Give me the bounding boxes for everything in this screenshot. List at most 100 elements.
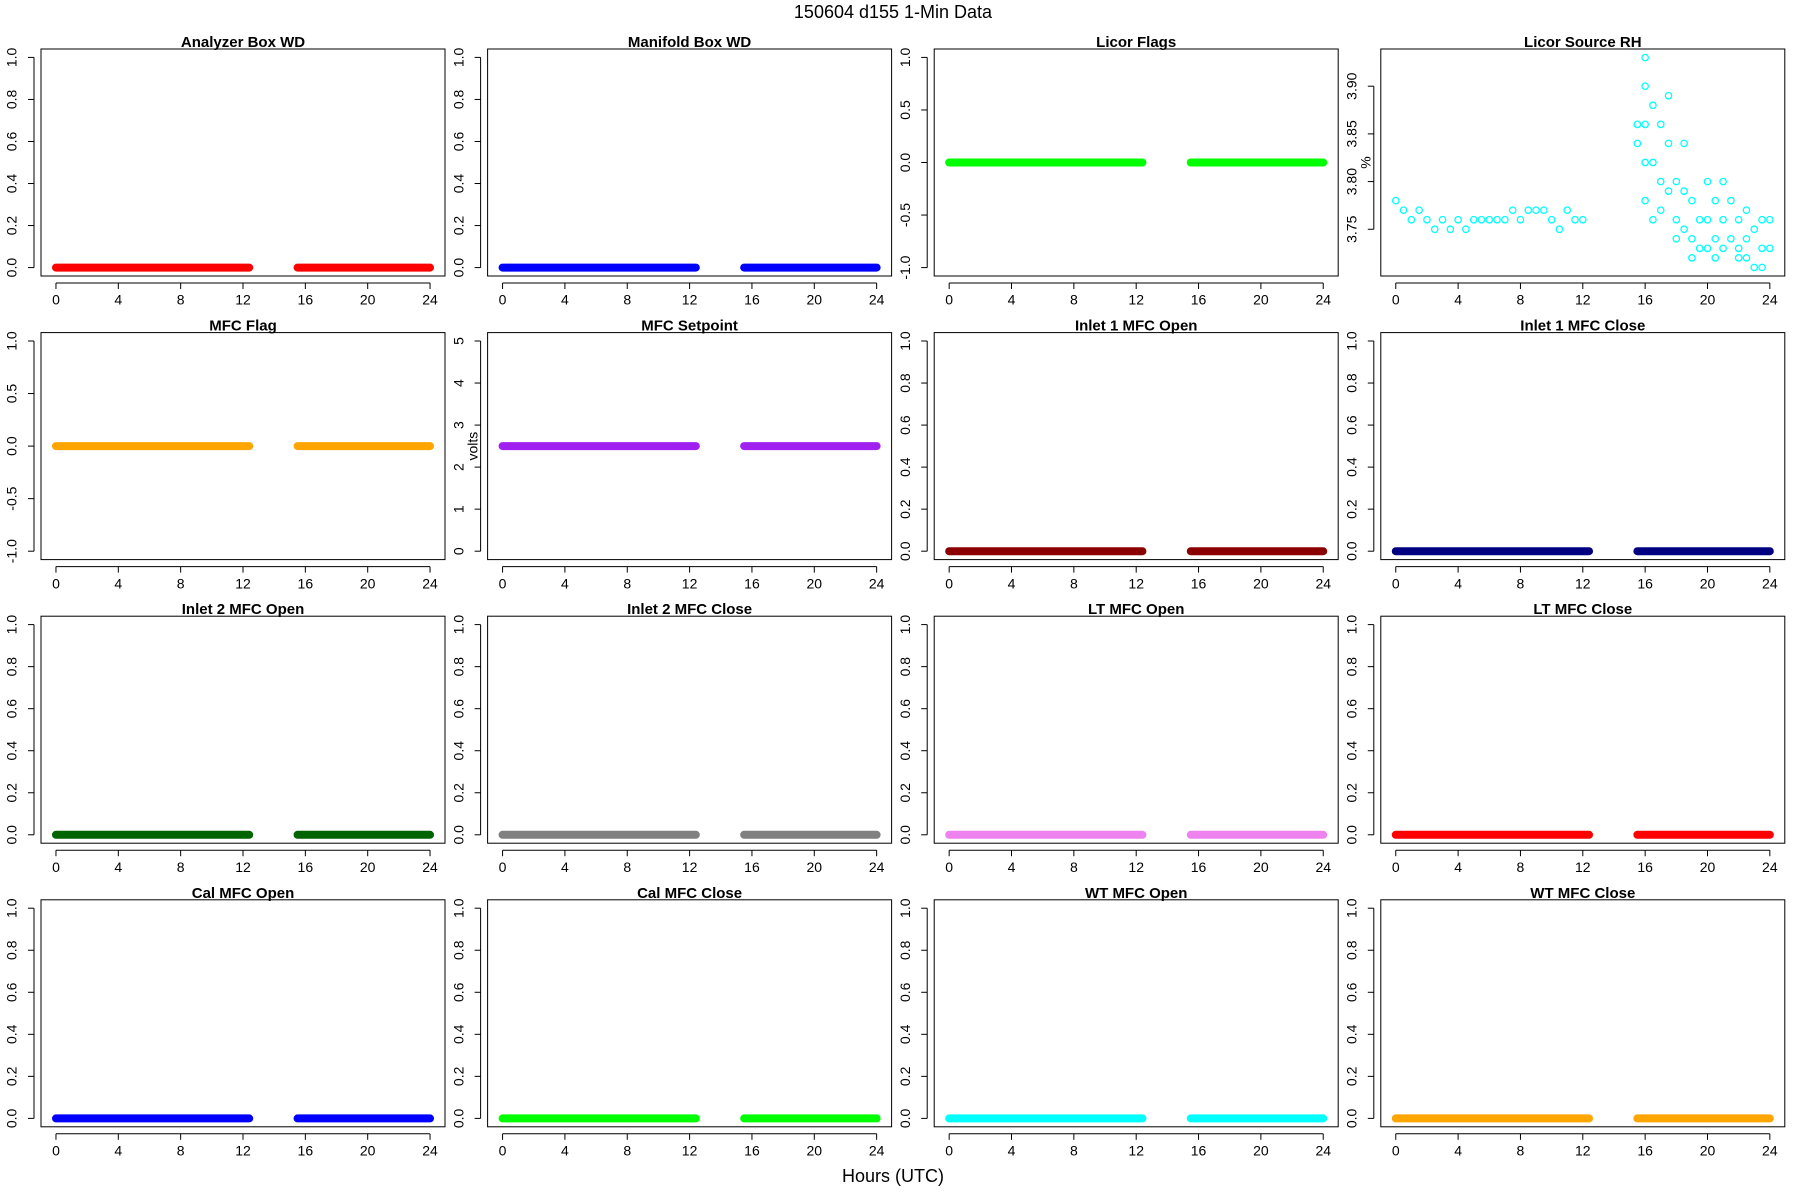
x-tick-label: 8: [1517, 1143, 1525, 1159]
x-tick-label: 8: [1070, 575, 1078, 591]
y-tick-label: 1.0: [897, 331, 913, 351]
x-tick-label: 12: [1128, 575, 1144, 591]
y-tick-label: 1.0: [1344, 615, 1360, 635]
x-tick-label: 24: [1762, 859, 1778, 875]
data-point: [1664, 187, 1673, 195]
x-tick-label: 16: [298, 1143, 314, 1159]
data-point: [1664, 91, 1673, 100]
data-point: [1719, 244, 1727, 253]
x-tick-label: 24: [422, 859, 438, 875]
plot-frame: [933, 48, 1339, 277]
x-tick-label: 12: [682, 859, 698, 875]
y-tick-label: 0.6: [4, 982, 20, 1002]
panel-title: Analyzer Box WD: [181, 34, 305, 51]
panel-title: LT MFC Close: [1533, 601, 1632, 618]
data-point: [1734, 215, 1743, 224]
y-tick-label: 0.4: [897, 1024, 913, 1044]
plot-frame: [487, 48, 893, 277]
data-point: [1649, 215, 1657, 224]
x-tick-label: 16: [298, 859, 314, 875]
y-tick-label: 0.2: [450, 783, 466, 803]
y-tick-label: -1.0: [4, 539, 20, 563]
data-point: [1391, 196, 1400, 205]
plot-frame: [933, 615, 1339, 844]
x-tick-label: 12: [1575, 1143, 1591, 1159]
x-tick-label: 16: [744, 292, 760, 308]
data-point: [1742, 254, 1751, 262]
y-tick-label: 3.85: [1344, 120, 1360, 147]
x-tick-label: 0: [52, 575, 60, 591]
data-point: [1680, 225, 1688, 234]
x-tick-label: 4: [561, 575, 569, 591]
x-tick-label: 16: [744, 575, 760, 591]
x-tick-label: 16: [744, 1143, 760, 1159]
data-point: [1727, 196, 1735, 205]
y-tick-label: 0.4: [1344, 741, 1360, 761]
x-tick-label: 0: [1392, 292, 1400, 308]
panel-title: Inlet 1 MFC Close: [1520, 318, 1645, 335]
x-tick-label: 4: [114, 859, 122, 875]
x-tick-label: 20: [360, 575, 376, 591]
data-point: [1563, 206, 1572, 215]
data-point: [1571, 215, 1579, 224]
x-tick-label: 0: [499, 1143, 507, 1159]
data-point: [1555, 225, 1564, 234]
panel: Cal MFC Close 0 4 8 12 16 20 24 0.0 0.2 0.4 0.6 0.8 1…: [450, 885, 893, 1159]
y-tick-label: 0.8: [4, 90, 20, 110]
x-tick-label: 16: [1191, 292, 1207, 308]
plot-frame: [1380, 332, 1786, 561]
x-tick-label: 4: [114, 292, 122, 308]
x-tick-label: 16: [298, 575, 314, 591]
x-tick-label: 12: [1128, 1143, 1144, 1159]
data-point: [1469, 215, 1478, 224]
data-point: [1501, 215, 1509, 224]
data-point: [1633, 139, 1642, 148]
y-tick-label: 0.2: [450, 216, 466, 236]
x-tick-label: 12: [1575, 575, 1591, 591]
x-tick-label: 24: [1315, 859, 1331, 875]
x-tick-label: 8: [177, 1143, 185, 1159]
y-tick-label: 0.8: [450, 657, 466, 677]
panel: Cal MFC Open 0 4 8 12 16 20 24 0.0 0.2 0.4 0.6 0.8 1.…: [4, 885, 446, 1159]
y-tick-label: 0.2: [1344, 783, 1360, 803]
data-point: [1656, 206, 1665, 215]
data-point: [1641, 53, 1649, 62]
data-point: [1688, 254, 1696, 262]
data-point: [1485, 215, 1494, 224]
y-tick-label: 0.0: [450, 1108, 466, 1128]
panel-title: WT MFC Close: [1530, 885, 1635, 902]
data-point: [1641, 120, 1649, 129]
y-tick-label: 1.0: [1344, 331, 1360, 351]
y-tick-label: 0: [450, 547, 466, 555]
x-tick-label: 8: [177, 575, 185, 591]
data-point: [1578, 215, 1587, 224]
y-tick-label: 0.8: [4, 657, 20, 677]
data-point: [1765, 215, 1774, 224]
data-point: [1758, 244, 1766, 253]
y-tick-label: 1.0: [897, 615, 913, 635]
x-tick-label: 0: [1392, 859, 1400, 875]
panel: Inlet 2 MFC Close 0 4 8 12 16 20 24 0.0 0.2 0.4 0.6…: [450, 601, 893, 875]
y-tick-label: 0.0: [4, 825, 20, 845]
page-title: 150604 d155 1-Min Data: [794, 2, 993, 22]
x-tick-label: 0: [1392, 575, 1400, 591]
data-point: [1719, 177, 1727, 186]
y-tick-label: -0.5: [897, 203, 913, 227]
data-point: [1454, 215, 1462, 224]
x-tick-label: 4: [1008, 292, 1016, 308]
y-tick-label: 0.6: [4, 132, 20, 152]
data-point: [1423, 215, 1431, 224]
panel: Licor Flags 0 4 8 12 16 20 24 -1.0 -0.5 0.0 0.5 1.0: [897, 34, 1339, 308]
x-tick-label: 8: [623, 859, 631, 875]
x-tick-label: 20: [360, 859, 376, 875]
y-tick-label: -0.5: [4, 486, 20, 510]
data-point: [1688, 234, 1696, 243]
panel-title: MFC Flag: [209, 318, 277, 335]
y-tick-label: 0.6: [897, 699, 913, 719]
data-point: [1407, 215, 1416, 224]
x-tick-label: 24: [1762, 292, 1778, 308]
plot-frame: [1380, 48, 1786, 277]
y-tick-label: 0.4: [450, 741, 466, 761]
x-tick-label: 8: [623, 1143, 631, 1159]
x-tick-label: 16: [1191, 1143, 1207, 1159]
